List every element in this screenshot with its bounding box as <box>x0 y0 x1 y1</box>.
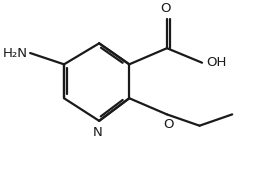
Text: H₂N: H₂N <box>3 47 28 60</box>
Text: OH: OH <box>206 56 226 69</box>
Text: N: N <box>93 126 103 139</box>
Text: O: O <box>161 2 171 15</box>
Text: O: O <box>163 118 173 131</box>
